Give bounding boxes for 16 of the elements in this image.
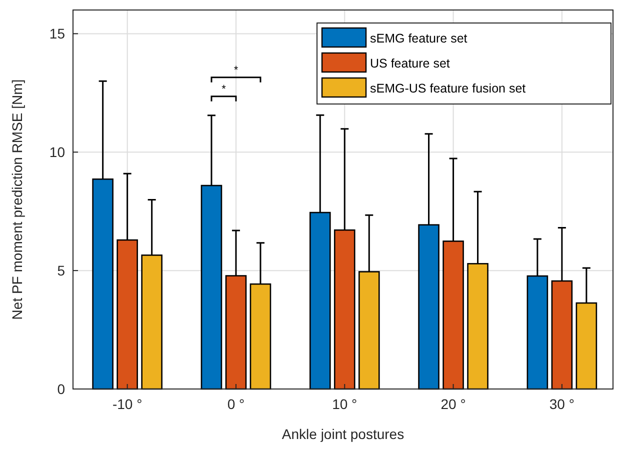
x-tick-label: -10 ° bbox=[112, 396, 142, 412]
x-tick-label: 10 ° bbox=[332, 396, 358, 412]
x-tick-label: 0 ° bbox=[227, 396, 245, 412]
annotation: * bbox=[222, 83, 227, 96]
x-tick-label: 20 ° bbox=[440, 396, 466, 412]
y-axis-title: Net PF moment prediction RMSE [Nm] bbox=[9, 79, 25, 320]
legend-label: sEMG feature set bbox=[370, 31, 468, 46]
x-tick-label: 30 ° bbox=[549, 396, 574, 412]
legend-label: US feature set bbox=[370, 56, 450, 70]
y-tick-label: 0 bbox=[57, 380, 66, 397]
y-tick-label: 10 bbox=[49, 144, 66, 160]
y-tick-label: 5 bbox=[57, 262, 66, 278]
annotation: * bbox=[234, 64, 239, 76]
y-tick-label: 15 bbox=[49, 26, 66, 42]
legend-label: sEMG-US feature fusion set bbox=[370, 81, 526, 96]
x-axis-title: Ankle joint postures bbox=[282, 426, 404, 442]
